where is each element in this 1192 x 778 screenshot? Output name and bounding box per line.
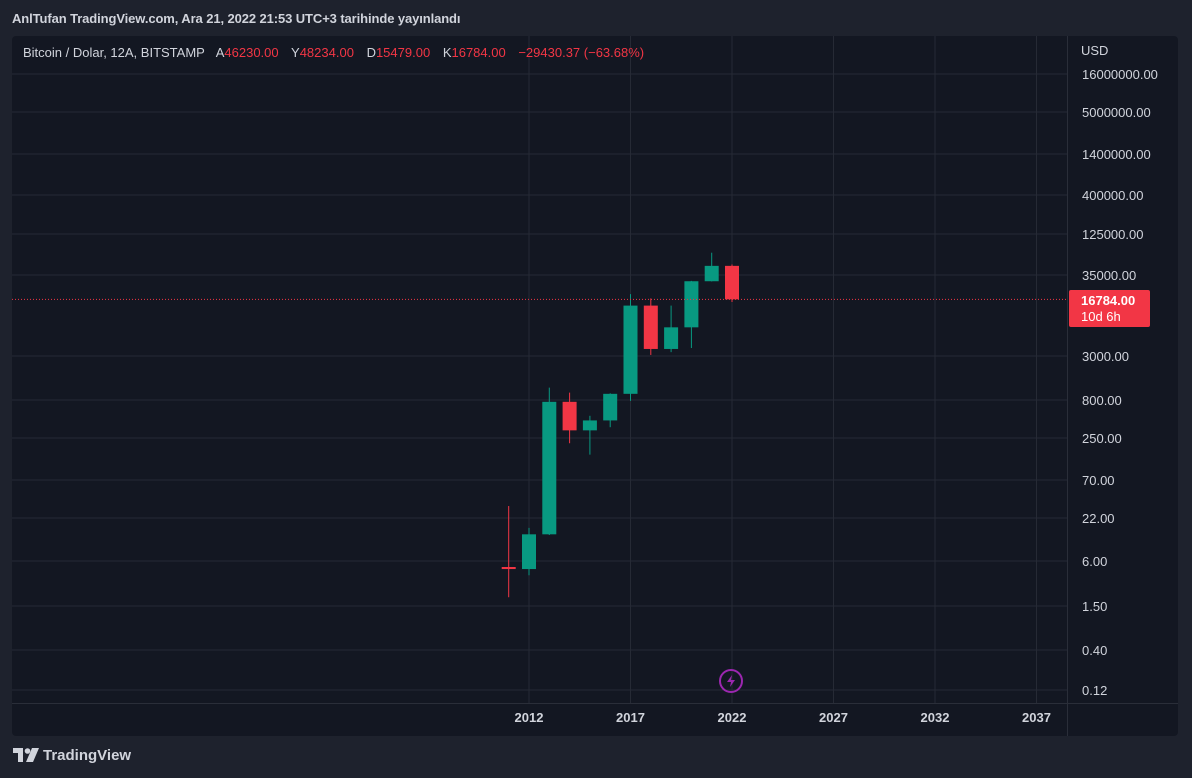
y-tick-label: 250.00 — [1082, 431, 1122, 446]
legend-close-label: K — [442, 45, 452, 60]
legend-symbol[interactable]: Bitcoin / Dolar, 12A, BITSTAMP — [23, 45, 205, 60]
chart-pane[interactable]: 16000000.00 5000000.00 1400000.00 400000.00… — [12, 36, 1178, 736]
footer-brand-text: TradingView — [43, 747, 132, 764]
candle-body[interactable] — [582, 420, 597, 431]
y-tick-label: 6.00 — [1082, 554, 1107, 569]
legend-open-label: A — [215, 45, 225, 60]
candle-body[interactable] — [623, 305, 638, 394]
publish-info: AnlTufan TradingView.com, Ara 21, 2022 2… — [12, 11, 461, 26]
y-tick-label: 125000.00 — [1082, 227, 1143, 242]
candle-body[interactable] — [562, 401, 577, 431]
legend-low-label: D — [366, 45, 376, 60]
legend-open-value: 46230.00 — [224, 45, 279, 60]
candle-body[interactable] — [725, 265, 739, 300]
y-tick-label: 22.00 — [1082, 511, 1115, 526]
legend-close-value: 16784.00 — [451, 45, 506, 60]
last-price-value: 16784.00 — [1081, 293, 1136, 308]
y-tick-label: 70.00 — [1082, 473, 1115, 488]
chart-legend: Bitcoin / Dolar, 12A, BITSTAMP A46230.00… — [23, 45, 653, 60]
tradingview-logo-icon — [13, 748, 39, 762]
candle-body[interactable] — [501, 567, 516, 570]
x-tick-label: 2037 — [1022, 710, 1051, 725]
bar-countdown: 10d 6h — [1081, 309, 1121, 324]
y-tick-label: 3000.00 — [1082, 349, 1129, 364]
candle-body[interactable] — [603, 393, 618, 421]
candle-body[interactable] — [522, 534, 536, 570]
candle-body[interactable] — [643, 305, 658, 349]
chart-canvas[interactable]: 16000000.00 5000000.00 1400000.00 400000.00… — [12, 36, 1178, 736]
candle-body[interactable] — [684, 281, 699, 328]
candle-body[interactable] — [664, 327, 679, 349]
publish-bar: AnlTufan TradingView.com, Ara 21, 2022 2… — [0, 0, 1192, 38]
legend-change-value: −29430.37 (−63.68%) — [518, 45, 645, 60]
candle-body[interactable] — [704, 265, 719, 282]
legend-low-value: 15479.00 — [375, 45, 431, 60]
currency-label[interactable]: USD — [1081, 43, 1109, 58]
x-tick-label: 2027 — [819, 710, 848, 725]
legend-high-value: 48234.00 — [299, 45, 354, 60]
y-tick-label: 800.00 — [1082, 393, 1122, 408]
lightning-icon[interactable] — [719, 669, 743, 693]
y-tick-label: 0.40 — [1082, 643, 1107, 658]
y-tick-label: 16000000.00 — [1082, 67, 1158, 82]
x-tick-label: 2017 — [616, 710, 645, 725]
y-tick-label: 1.50 — [1082, 599, 1107, 614]
y-tick-label: 1400000.00 — [1082, 147, 1151, 162]
legend-high-label: Y — [291, 45, 300, 60]
y-tick-label: 5000000.00 — [1082, 105, 1151, 120]
x-tick-label: 2022 — [718, 710, 747, 725]
lightning-glyph — [727, 675, 735, 687]
x-tick-label: 2012 — [515, 710, 544, 725]
y-tick-label: 0.12 — [1082, 683, 1107, 698]
y-tick-label: 35000.00 — [1082, 268, 1136, 283]
x-tick-label: 2032 — [921, 710, 950, 725]
y-tick-label: 400000.00 — [1082, 188, 1143, 203]
candle-body[interactable] — [542, 401, 557, 535]
last-price-tag: 16784.00 10d 6h — [1069, 290, 1150, 327]
